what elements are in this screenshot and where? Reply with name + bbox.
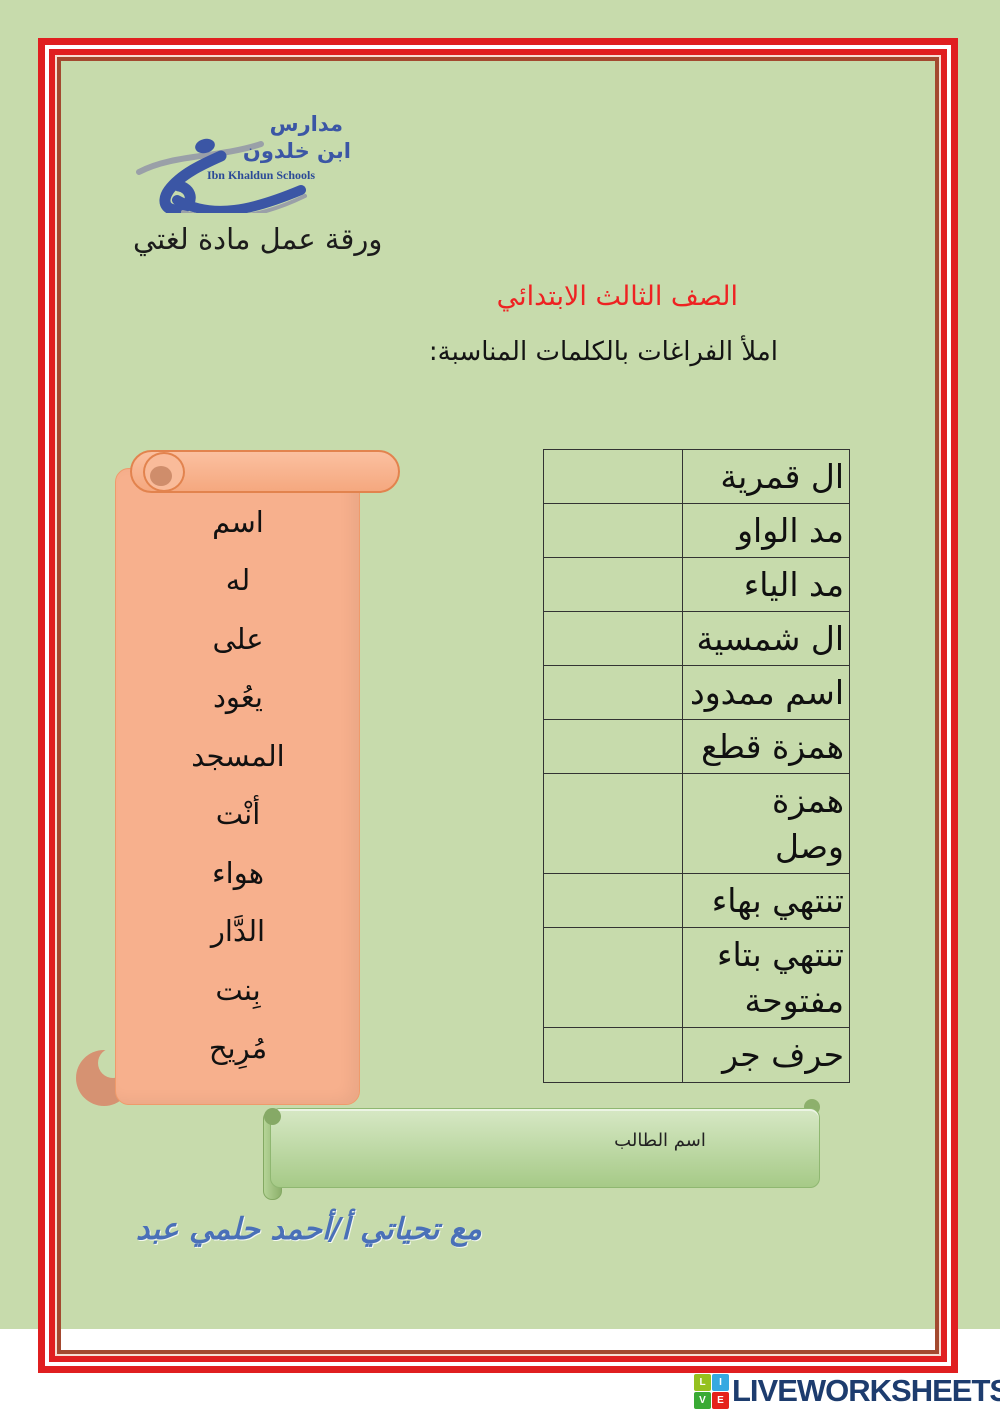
row-label: همزة وصل: [682, 774, 849, 873]
answer-cell[interactable]: [544, 1028, 682, 1082]
answer-cell[interactable]: [544, 774, 682, 873]
row-label: مد الواو: [682, 504, 849, 557]
table-row: تنتهي بتاء مفتوحة: [544, 928, 849, 1028]
liveworksheets-tiles-icon: L I V E: [694, 1373, 729, 1409]
word-bank-scroll: [115, 468, 360, 1105]
word-bank-item: على: [212, 621, 264, 656]
tile-letter: I: [712, 1373, 729, 1391]
school-logo-swoosh-icon: [136, 138, 307, 213]
word-bank-item: المسجد: [191, 738, 285, 773]
row-label: ال شمسية: [682, 612, 849, 665]
answer-cell[interactable]: [544, 720, 682, 773]
tile-letter: E: [712, 1391, 729, 1409]
answer-cell[interactable]: [544, 666, 682, 719]
word-bank-item: الدَّار: [210, 914, 266, 949]
word-bank-item: مُرِيح: [208, 1030, 268, 1065]
fill-in-table: ال قمرية مد الواو مد الياء ال شمسية اسم …: [543, 449, 850, 1083]
liveworksheets-wordmark: LIVEWORKSHEETS: [732, 1373, 1000, 1408]
word-bank-item: بِنت: [215, 972, 261, 1007]
table-row: مد الياء: [544, 558, 849, 612]
tile-letter: V: [694, 1391, 711, 1409]
word-bank-item: يعُود: [213, 680, 263, 715]
row-label: تنتهي بتاء مفتوحة: [682, 928, 849, 1027]
student-name-label: اسم الطالب: [614, 1130, 706, 1151]
instruction-text: املأ الفراغات بالكلمات المناسبة:: [428, 337, 778, 367]
answer-cell[interactable]: [544, 928, 682, 1027]
answer-cell[interactable]: [544, 612, 682, 665]
grade-title: الصف الثالث الابتدائي: [496, 281, 738, 312]
table-row: تنتهي بهاء: [544, 874, 849, 928]
word-bank-item: هواء: [212, 855, 264, 890]
table-row: مد الواو: [544, 504, 849, 558]
banner-left-curl: [264, 1108, 281, 1125]
school-name-arabic-line2: ابن خلدون: [242, 139, 351, 163]
word-bank-item: له: [225, 563, 251, 598]
word-bank-item: أنْت: [215, 797, 261, 832]
tile-letter: L: [694, 1373, 711, 1391]
word-bank-list: اسم له على يعُود المسجد أنْت هواء الدَّا…: [118, 502, 358, 1068]
row-label: همزة قطع: [682, 720, 849, 773]
row-label: اسم ممدود: [682, 666, 849, 719]
table-row: ال شمسية: [544, 612, 849, 666]
answer-cell[interactable]: [544, 504, 682, 557]
student-name-banner[interactable]: [270, 1108, 820, 1188]
answer-cell[interactable]: [544, 874, 682, 927]
row-label: حرف جر: [682, 1028, 849, 1082]
table-row: همزة وصل: [544, 774, 849, 874]
table-row: ال قمرية: [544, 450, 849, 504]
table-row: حرف جر: [544, 1028, 849, 1082]
row-label: ال قمرية: [682, 450, 849, 503]
scroll-top-spiral: [143, 452, 185, 492]
answer-cell[interactable]: [544, 450, 682, 503]
table-row: همزة قطع: [544, 720, 849, 774]
word-bank-item: اسم: [212, 505, 264, 539]
school-logo: مدارس ابن خلدون Ibn Khaldun Schools: [133, 110, 353, 213]
row-label: تنتهي بهاء: [682, 874, 849, 927]
row-label: مد الياء: [682, 558, 849, 611]
school-name-english: Ibn Khaldun Schools: [206, 168, 315, 182]
teacher-signature: مع تحياتي أ/أحمد حلمي عبد: [136, 1212, 482, 1247]
school-name-arabic-line1: مدارس: [269, 112, 343, 136]
worksheet-title: ورقة عمل مادة لغتي: [133, 222, 383, 256]
liveworksheets-logo[interactable]: L I V E LIVEWORKSHEETS: [694, 1373, 1000, 1409]
answer-cell[interactable]: [544, 558, 682, 611]
table-row: اسم ممدود: [544, 666, 849, 720]
